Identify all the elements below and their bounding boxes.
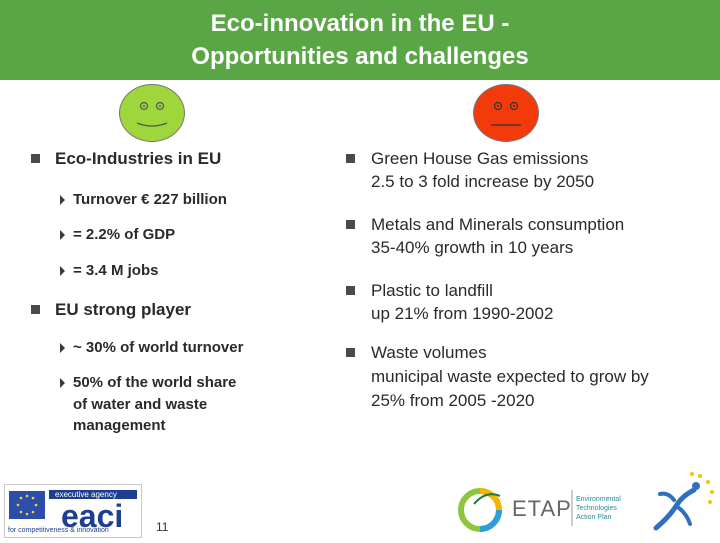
bullet-arrow-icon bbox=[60, 195, 65, 205]
eaci-logo: eaci executive agency eaci for competiti… bbox=[4, 484, 142, 538]
eaci-tagline: for competitiveness & innovation bbox=[8, 527, 109, 534]
etap-name: ETAP bbox=[512, 496, 572, 521]
bullet-world-share-line-3: management bbox=[73, 417, 166, 434]
runner-stars-logo-icon bbox=[646, 466, 718, 538]
bullet-square-icon bbox=[346, 220, 355, 229]
bullet-square-icon bbox=[346, 154, 355, 163]
section-heading-eco-industries: Eco-Industries in EU bbox=[55, 149, 222, 168]
eaci-agency-label: executive agency bbox=[55, 490, 117, 499]
plastic-heading: Plastic to landfill bbox=[371, 281, 493, 300]
metals-detail: 35-40% growth in 10 years bbox=[371, 238, 574, 257]
sad-face-icon bbox=[473, 84, 539, 142]
plastic-detail: up 21% from 1990-2002 bbox=[371, 304, 554, 323]
bullet-square-icon bbox=[31, 154, 40, 163]
svg-text:eaci: eaci bbox=[61, 498, 123, 534]
bullet-gdp: = 2.2% of GDP bbox=[73, 226, 176, 243]
happy-face-icon bbox=[119, 84, 185, 142]
page-number: 11 bbox=[156, 520, 169, 534]
bullet-arrow-icon bbox=[60, 230, 65, 240]
waste-detail-line-2: 25% from 2005 -2020 bbox=[371, 391, 535, 410]
bullet-square-icon bbox=[346, 286, 355, 295]
bullet-world-turnover: ~ 30% of world turnover bbox=[73, 339, 244, 356]
etap-tagline-1: Environmental bbox=[576, 496, 621, 503]
bullet-square-icon bbox=[31, 305, 40, 314]
bullet-arrow-icon bbox=[60, 266, 65, 276]
metals-heading: Metals and Minerals consumption bbox=[371, 215, 625, 234]
title-bar: Eco-innovation in the EU - Opportunities… bbox=[0, 0, 720, 80]
ghg-detail: 2.5 to 3 fold increase by 2050 bbox=[371, 172, 595, 191]
ghg-heading: Green House Gas emissions bbox=[371, 149, 589, 168]
bullet-arrow-icon bbox=[60, 343, 65, 353]
bullet-jobs: = 3.4 M jobs bbox=[73, 262, 159, 279]
bullet-world-share-line-2: of water and waste bbox=[73, 396, 208, 413]
slide-title-line-1: Eco-innovation in the EU - bbox=[210, 10, 510, 37]
etap-logo: ETAP Environmental Technologies Action P… bbox=[454, 478, 634, 536]
waste-heading: Waste volumes bbox=[371, 343, 487, 362]
bullet-world-share-line-1: 50% of the world share bbox=[73, 374, 237, 391]
waste-detail-line-1: municipal waste expected to grow by bbox=[371, 367, 649, 386]
bullet-arrow-icon bbox=[60, 378, 65, 388]
bullet-turnover: Turnover € 227 billion bbox=[73, 191, 227, 208]
etap-tagline-3: Action Plan bbox=[576, 514, 612, 521]
etap-tagline-2: Technologies bbox=[576, 505, 617, 512]
bullet-square-icon bbox=[346, 348, 355, 357]
slide-title-line-2: Opportunities and challenges bbox=[191, 43, 529, 70]
section-heading-eu-strong-player: EU strong player bbox=[55, 300, 192, 319]
